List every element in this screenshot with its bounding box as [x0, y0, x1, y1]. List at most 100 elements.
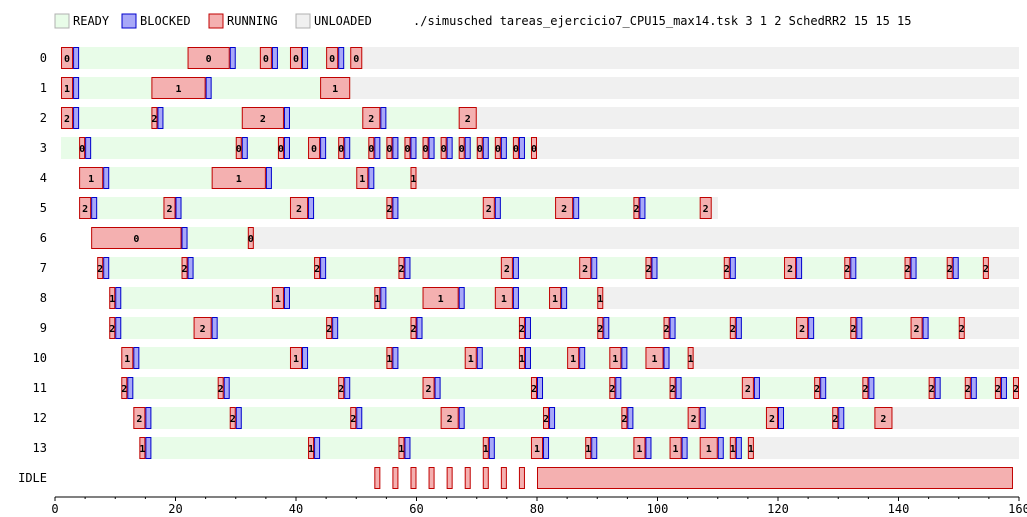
running-bar-label: 2	[633, 204, 639, 215]
running-bar-label: 0	[329, 54, 335, 65]
running-bar	[518, 317, 525, 339]
blocked-bar	[488, 437, 495, 459]
running-bar	[398, 257, 405, 279]
running-bar-label: 2	[486, 204, 492, 215]
running-bar	[217, 377, 224, 399]
legend: READY BLOCKED RUNNING UNLOADED	[54, 13, 372, 29]
task-row: 5 2 2 2 2 2 2 2 2	[40, 197, 718, 219]
running-bar-label: 2	[730, 324, 736, 335]
running-bar-label: 1	[175, 84, 181, 95]
task-row: 2 2 2 2 2 2	[40, 107, 1019, 129]
running-bar	[241, 107, 284, 129]
unloaded-bar	[362, 47, 1019, 69]
blocked-bar	[868, 377, 875, 399]
running-bar-label: 1	[636, 444, 642, 455]
running-bar	[518, 467, 525, 489]
running-bar	[61, 77, 74, 99]
running-bar-label: 1	[109, 294, 115, 305]
blocked-bar	[145, 437, 152, 459]
running-bar	[410, 317, 417, 339]
running-bar-label: 2	[995, 384, 1001, 395]
running-bar-label: 2	[691, 414, 697, 425]
running-bar	[326, 47, 339, 69]
running-bar	[928, 377, 935, 399]
running-bar-label: 2	[109, 324, 115, 335]
blocked-bar	[344, 377, 351, 399]
running-bar	[669, 377, 676, 399]
running-bar	[482, 467, 489, 489]
running-bar	[289, 197, 309, 219]
row-label: 3	[40, 141, 47, 155]
running-bar-label: 1	[552, 294, 558, 305]
running-bar	[151, 107, 158, 129]
running-bar	[585, 437, 592, 459]
unloaded-bar	[537, 137, 1019, 159]
running-bar	[121, 377, 128, 399]
running-bar	[530, 377, 537, 399]
running-bar	[446, 467, 453, 489]
blocked-bar	[229, 47, 236, 69]
blocked-bar	[356, 407, 363, 429]
unloaded-bar	[693, 347, 1019, 369]
running-bar-label: 0	[495, 144, 501, 155]
blocked-bar	[392, 137, 399, 159]
blocked-bar	[133, 347, 140, 369]
running-bar-label: 2	[621, 414, 627, 425]
running-bar	[350, 47, 363, 69]
running-bar	[597, 317, 604, 339]
running-bar-label: 0	[311, 144, 317, 155]
running-bar-label: 2	[724, 264, 730, 275]
blocked-bar	[922, 317, 929, 339]
running-bar	[374, 467, 381, 489]
running-bar-label: 1	[275, 294, 281, 305]
blocked-bar	[368, 167, 375, 189]
running-bar-label: 1	[748, 444, 754, 455]
running-bar	[699, 197, 712, 219]
running-bar	[946, 257, 953, 279]
running-bar-label: 2	[82, 204, 88, 215]
running-bar	[350, 407, 357, 429]
blocked-bar	[512, 287, 519, 309]
running-bar-label: 2	[398, 264, 404, 275]
ready-bar	[109, 317, 1020, 339]
running-bar	[645, 257, 652, 279]
running-bar	[500, 257, 513, 279]
running-bar-label: 0	[386, 144, 392, 155]
blocked-bar	[205, 77, 212, 99]
running-bar-label: 2	[543, 414, 549, 425]
row-label: 0	[40, 51, 47, 65]
running-bar	[982, 257, 989, 279]
blocked-bar	[494, 197, 501, 219]
running-bar-label: 1	[398, 444, 404, 455]
blocked-bar	[717, 437, 724, 459]
running-bar	[964, 377, 971, 399]
x-tick-label: 80	[530, 502, 544, 516]
unloaded-bar	[603, 287, 1019, 309]
blocked-bar	[85, 137, 92, 159]
running-bar-label: 2	[531, 384, 537, 395]
blocked-bar	[549, 407, 556, 429]
running-bar	[874, 407, 893, 429]
running-bar	[543, 407, 550, 429]
blocked-bar	[241, 137, 248, 159]
row-label: 13	[33, 441, 47, 455]
legend-swatch	[295, 13, 311, 29]
running-bar-label: 0	[278, 144, 284, 155]
running-bar-label: 1	[293, 354, 299, 365]
running-bar-label: 1	[706, 444, 712, 455]
running-bar-label: 2	[787, 264, 793, 275]
blocked-bar	[753, 377, 760, 399]
running-bar-label: 1	[570, 354, 576, 365]
blocked-bar	[573, 197, 580, 219]
blocked-bar	[91, 197, 98, 219]
task-row: 3 0 0 0 0 0 0 0 0 0 0 0 0 0 0 0	[40, 137, 1019, 159]
row-label: 1	[40, 81, 47, 95]
running-bar-label: 2	[465, 114, 471, 125]
running-bar	[362, 107, 381, 129]
running-bar	[699, 437, 718, 459]
blocked-bar	[175, 197, 182, 219]
blocked-bar	[699, 407, 706, 429]
x-tick-label: 100	[647, 502, 669, 516]
task-row: 7 2 2 2 2 2 2 2 2 2 2 2 2 2	[40, 257, 1020, 279]
running-bar	[729, 437, 736, 459]
